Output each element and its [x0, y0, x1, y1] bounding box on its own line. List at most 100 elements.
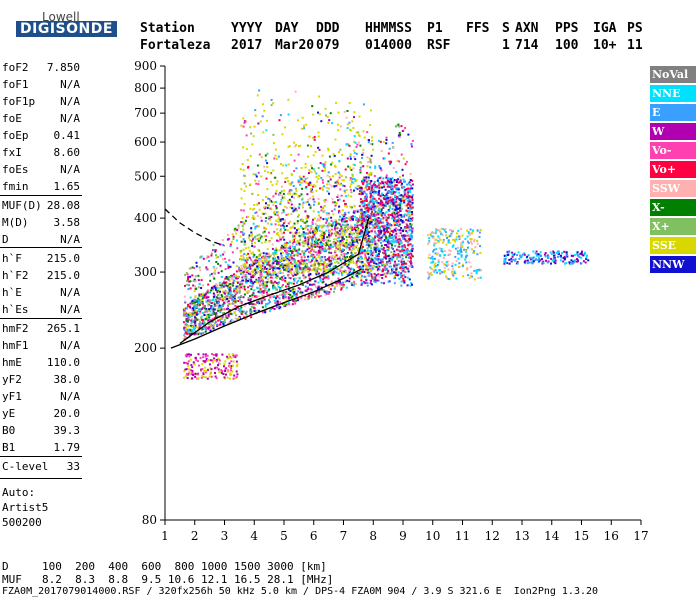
echo-point: [350, 267, 353, 270]
echo-point: [368, 139, 370, 142]
echo-point: [472, 240, 475, 243]
echo-point: [279, 265, 282, 268]
echo-point: [351, 232, 354, 235]
echo-point: [228, 308, 231, 311]
echo-point: [411, 196, 414, 199]
echo-point: [207, 309, 210, 312]
echo-point: [219, 284, 222, 286]
echo-point: [355, 232, 358, 235]
echo-point: [366, 188, 369, 191]
echo-point: [195, 306, 198, 309]
echo-point: [230, 295, 233, 298]
echo-point: [260, 282, 263, 285]
echo-point: [290, 282, 293, 285]
echo-point: [323, 256, 326, 259]
echo-point: [275, 300, 278, 303]
echo-point: [333, 185, 336, 188]
echo-point: [370, 215, 372, 218]
echo-point: [372, 265, 375, 268]
echo-point: [396, 181, 398, 183]
echo-point: [209, 321, 211, 324]
echo-point: [323, 163, 326, 166]
echo-point: [373, 246, 376, 249]
echo-point: [365, 210, 368, 213]
echo-point: [255, 295, 258, 298]
echo-point: [370, 221, 373, 224]
echo-point: [282, 284, 284, 286]
echo-point: [225, 284, 228, 287]
echo-point: [298, 231, 301, 234]
echo-point: [451, 265, 454, 268]
echo-point: [335, 220, 338, 223]
echo-point: [203, 314, 206, 316]
echo-point: [250, 302, 253, 305]
echo-point: [366, 131, 369, 134]
echo-point: [232, 261, 235, 264]
echo-point: [259, 252, 262, 255]
echo-point: [225, 276, 228, 278]
param-value: N/A: [60, 163, 80, 176]
echo-point: [448, 241, 451, 244]
echo-point: [341, 179, 344, 182]
echo-point: [283, 225, 286, 228]
echo-point: [240, 124, 243, 127]
echo-point: [354, 251, 357, 254]
echo-point: [273, 270, 276, 273]
echo-point: [312, 113, 315, 116]
echo-point: [198, 331, 201, 334]
echo-point: [348, 260, 351, 263]
echo-point: [301, 241, 304, 244]
echo-point: [332, 153, 335, 156]
echo-point: [404, 227, 407, 230]
echo-point: [390, 181, 393, 184]
echo-point: [360, 224, 363, 227]
echo-point: [289, 288, 292, 290]
echo-point: [324, 269, 327, 272]
echo-point: [237, 287, 240, 290]
echo-point: [335, 254, 338, 257]
echo-point: [374, 281, 377, 283]
echo-point: [360, 161, 363, 164]
echo-point: [406, 204, 409, 207]
echo-point: [466, 229, 469, 232]
echo-point: [371, 259, 374, 261]
echo-point: [219, 243, 222, 246]
header-value-5: RSF: [427, 38, 451, 53]
echo-point: [378, 231, 381, 234]
echo-point: [350, 282, 353, 285]
echo-point: [198, 326, 201, 329]
echo-point: [335, 202, 338, 204]
echo-point: [397, 256, 400, 258]
echo-point: [240, 240, 243, 243]
echo-point: [292, 185, 295, 187]
echo-point: [201, 297, 204, 300]
echo-point: [281, 196, 284, 199]
echo-point: [343, 252, 346, 255]
echo-point: [345, 220, 348, 223]
echo-point: [394, 208, 397, 211]
echo-point: [330, 163, 333, 166]
echo-point: [386, 185, 389, 188]
echo-point: [220, 270, 223, 273]
echo-point: [382, 194, 384, 197]
echo-point: [227, 297, 230, 300]
echo-point: [218, 297, 221, 300]
echo-point: [393, 263, 396, 266]
echo-point: [225, 308, 228, 311]
echo-point: [274, 154, 277, 157]
echo-point: [184, 324, 187, 327]
echo-point: [368, 222, 371, 225]
echo-point: [402, 234, 405, 237]
echo-point: [396, 195, 399, 198]
echo-point: [227, 276, 230, 278]
echo-point: [271, 247, 274, 250]
echo-point: [321, 169, 324, 172]
echo-point: [288, 198, 291, 201]
echo-point: [232, 276, 235, 279]
echo-point: [279, 306, 282, 309]
echo-point: [298, 276, 301, 279]
echo-point: [354, 186, 357, 189]
echo-point: [257, 264, 260, 267]
echo-point: [268, 299, 270, 302]
echo-point: [373, 240, 376, 243]
